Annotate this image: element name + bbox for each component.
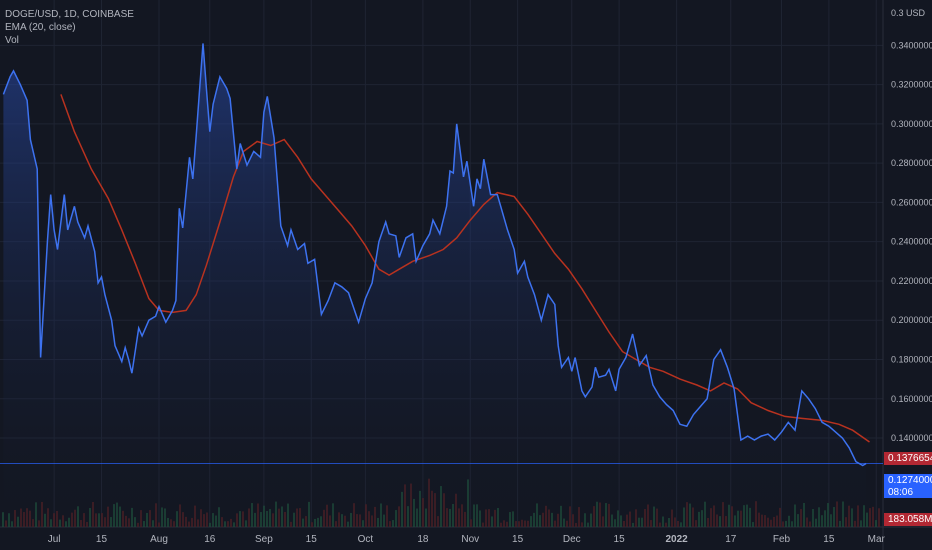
volume-value: 183.058M	[888, 514, 932, 525]
symbol-label[interactable]: DOGE/USD, 1D, COINBASE	[5, 9, 134, 20]
x-tick-label: Nov	[461, 534, 479, 545]
volume-bar	[875, 520, 877, 527]
x-tick-label: 15	[614, 534, 626, 545]
volume-bar	[878, 508, 880, 527]
price-value: 0.12740000	[888, 475, 932, 486]
x-tick-label: Jul	[48, 534, 61, 545]
x-tick-label: 15	[96, 534, 108, 545]
chart-legend: DOGE/USD, 1D, COINBASE EMA (20, close) V…	[5, 8, 134, 47]
x-tick-label: Mar	[868, 534, 886, 545]
volume-value-badge: 183.058M	[884, 513, 932, 526]
x-tick-label: 17	[725, 534, 737, 545]
x-tick-label: 15	[823, 534, 835, 545]
y-tick-label: 0.34000000	[891, 40, 932, 50]
price-area-fill	[3, 43, 867, 528]
y-unit-label: 0.3 USD	[891, 8, 926, 18]
bar-countdown: 08:06	[888, 487, 914, 498]
time-axis[interactable]: Jul 15 Aug 16 Sep 15 Oct 18 Nov 15 Dec 15 2022 17 Feb 1…	[48, 534, 886, 545]
ema-line	[60, 94, 870, 443]
x-tick-label: 15	[512, 534, 524, 545]
volume-bar	[869, 508, 871, 527]
x-tick-label: 18	[417, 534, 429, 545]
x-tick-label: 2022	[666, 534, 689, 545]
x-tick-label: Feb	[773, 534, 791, 545]
x-tick-label: Dec	[563, 534, 581, 545]
x-tick-label: Sep	[255, 534, 273, 545]
volume-bar	[2, 512, 4, 527]
ema-value: 0.13766543	[888, 453, 932, 464]
volume-bar	[866, 512, 868, 527]
x-tick-label: 15	[306, 534, 318, 545]
ema-indicator-label[interactable]: EMA (20, close)	[5, 22, 76, 33]
price-line	[2, 43, 867, 467]
x-tick-label: 16	[204, 534, 216, 545]
x-tick-label: Oct	[358, 534, 374, 545]
price-value-badge: 0.12740000 08:06	[884, 474, 932, 498]
volume-bar	[872, 506, 874, 527]
ema-value-badge: 0.13766543	[884, 452, 932, 465]
x-tick-label: Aug	[150, 534, 168, 545]
volume-indicator-label[interactable]: Vol	[5, 35, 19, 46]
